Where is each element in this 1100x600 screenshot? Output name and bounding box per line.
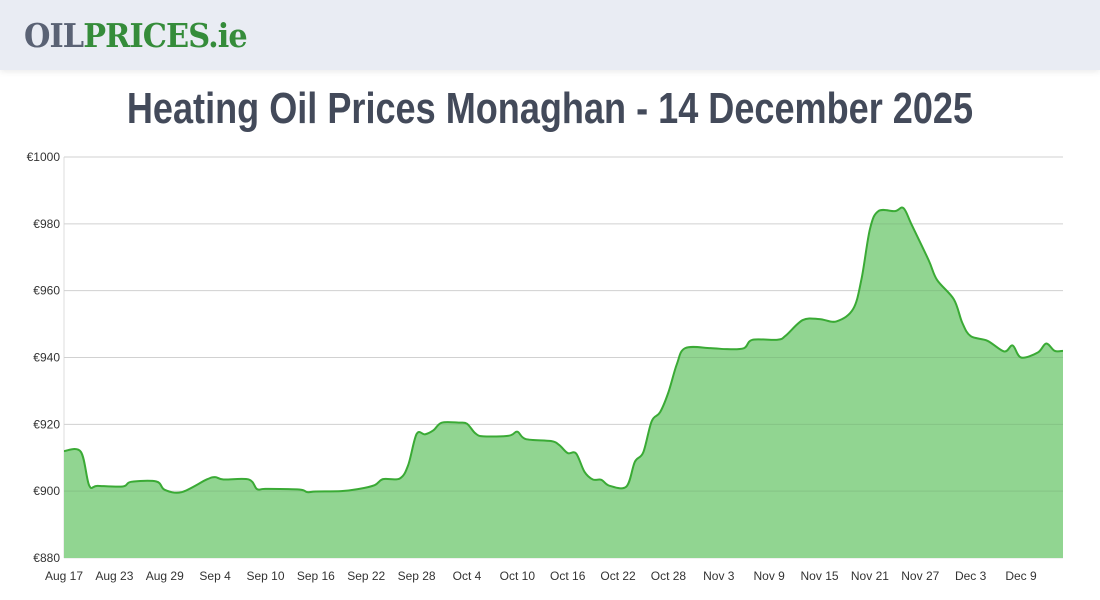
price-line [63,206,1064,494]
site-logo[interactable]: OILPRICES.ie [24,16,248,55]
y-tick-label: €940 [33,351,60,365]
site-header: OILPRICES.ie [0,0,1100,70]
x-tick-label: Dec 9 [1005,569,1037,583]
y-tick-label: €980 [33,217,60,231]
x-tick-label: Oct 22 [600,569,636,583]
x-tick-label: Sep 4 [199,569,231,583]
x-tick-label: Oct 10 [500,569,536,583]
x-tick-label: Sep 28 [398,569,436,583]
page-title: Heating Oil Prices Monaghan - 14 Decembe… [126,84,974,133]
x-tick-label: Oct 16 [550,569,586,583]
x-tick-label: Aug 17 [45,569,83,583]
y-tick-label: €900 [33,484,60,498]
y-tick-label: €880 [33,551,60,565]
x-tick-label: Dec 3 [955,569,987,583]
x-tick-label: Sep 16 [297,569,335,583]
x-tick-label: Nov 9 [753,569,785,583]
y-tick-label: €960 [33,284,60,298]
x-tick-label: Oct 4 [453,569,482,583]
x-tick-label: Nov 21 [851,569,889,583]
x-tick-label: Oct 28 [651,569,687,583]
x-tick-label: Aug 23 [95,569,133,583]
price-area [64,207,1063,558]
x-tick-label: Sep 10 [246,569,284,583]
x-tick-label: Nov 3 [703,569,735,583]
y-tick-label: €1000 [27,150,61,164]
x-tick-label: Nov 15 [801,569,839,583]
x-tick-label: Aug 29 [146,569,184,583]
x-tick-label: Nov 27 [901,569,939,583]
y-tick-label: €920 [33,417,60,431]
x-tick-label: Sep 22 [347,569,385,583]
